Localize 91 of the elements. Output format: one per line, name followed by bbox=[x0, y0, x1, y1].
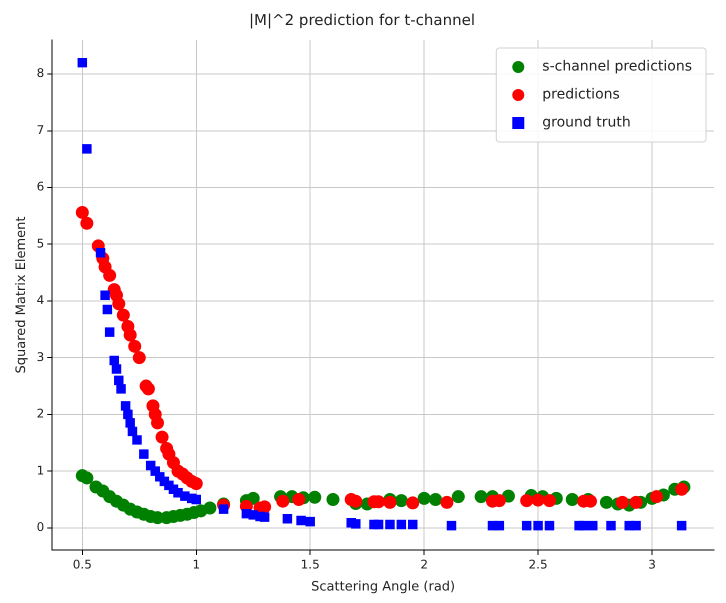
point bbox=[520, 494, 534, 508]
x-tick-label: 1 bbox=[192, 557, 200, 572]
point bbox=[394, 494, 408, 508]
y-tick-label: 2 bbox=[36, 406, 44, 421]
y-tick-label: 1 bbox=[36, 463, 44, 478]
y-tick-label: 7 bbox=[36, 122, 44, 137]
x-tick-label: 3 bbox=[648, 557, 656, 572]
point bbox=[396, 520, 406, 530]
point bbox=[385, 520, 395, 530]
point bbox=[142, 382, 155, 396]
point bbox=[112, 364, 122, 374]
point bbox=[100, 290, 110, 300]
point bbox=[650, 490, 664, 504]
point bbox=[123, 410, 133, 420]
point bbox=[542, 494, 556, 508]
point bbox=[452, 490, 465, 504]
point bbox=[192, 494, 201, 504]
point bbox=[440, 496, 454, 509]
point bbox=[578, 520, 588, 530]
x-tick-label: 2.5 bbox=[528, 557, 548, 572]
x-tick-label: 0.5 bbox=[72, 557, 92, 572]
point bbox=[326, 493, 340, 506]
point bbox=[676, 520, 686, 530]
point bbox=[139, 449, 149, 459]
point bbox=[616, 496, 629, 509]
y-tick-label: 4 bbox=[36, 293, 44, 308]
point bbox=[351, 519, 361, 529]
point bbox=[600, 496, 613, 509]
point bbox=[418, 492, 431, 505]
point bbox=[308, 490, 322, 504]
point bbox=[544, 520, 554, 530]
point bbox=[474, 490, 488, 504]
point bbox=[76, 206, 89, 219]
point bbox=[374, 520, 384, 530]
point bbox=[190, 477, 203, 490]
point bbox=[276, 494, 290, 508]
point bbox=[292, 493, 306, 506]
point bbox=[103, 268, 116, 282]
point bbox=[82, 144, 92, 154]
point bbox=[120, 401, 130, 411]
point bbox=[109, 356, 119, 366]
x-axis-title: Scattering Angle (rad) bbox=[311, 580, 456, 595]
point bbox=[128, 426, 138, 436]
point bbox=[282, 514, 292, 524]
point bbox=[128, 340, 142, 353]
chart-title: |M|^2 prediction for t-channel bbox=[249, 10, 475, 29]
point bbox=[566, 493, 579, 506]
point bbox=[96, 248, 106, 258]
point bbox=[429, 493, 442, 506]
y-tick-label: 5 bbox=[36, 236, 44, 250]
point bbox=[305, 516, 315, 526]
legend-label: ground truth bbox=[542, 114, 631, 131]
y-tick-label: 0 bbox=[36, 520, 44, 534]
x-tick-label: 1.5 bbox=[300, 557, 320, 572]
x-tick-label: 2 bbox=[420, 557, 428, 572]
point bbox=[116, 384, 126, 394]
point bbox=[112, 297, 126, 310]
point bbox=[631, 520, 641, 530]
point bbox=[80, 471, 94, 484]
point bbox=[151, 416, 164, 430]
point bbox=[125, 418, 135, 428]
point bbox=[102, 304, 112, 314]
y-tick-label: 3 bbox=[36, 350, 44, 364]
y-axis-title: Squared Matrix Element bbox=[14, 216, 30, 374]
point bbox=[446, 520, 456, 530]
legend-label: predictions bbox=[542, 86, 620, 103]
point bbox=[408, 520, 418, 530]
point bbox=[156, 430, 169, 444]
point bbox=[116, 308, 130, 322]
point bbox=[383, 496, 396, 509]
point bbox=[296, 516, 306, 526]
point bbox=[532, 494, 545, 507]
point bbox=[132, 435, 142, 445]
point bbox=[522, 520, 532, 530]
point bbox=[588, 520, 598, 530]
point bbox=[124, 328, 137, 342]
point bbox=[203, 502, 216, 515]
point bbox=[114, 376, 124, 386]
y-tick-label: 6 bbox=[36, 180, 44, 194]
point bbox=[606, 520, 616, 530]
point bbox=[494, 520, 504, 530]
point bbox=[78, 58, 88, 68]
point bbox=[132, 351, 146, 364]
point bbox=[260, 512, 270, 522]
point bbox=[406, 496, 420, 510]
point bbox=[630, 496, 643, 509]
point bbox=[533, 520, 543, 530]
legend-label: s-channel predictions bbox=[542, 58, 692, 75]
y-tick-label: 8 bbox=[36, 66, 44, 80]
point bbox=[80, 216, 94, 230]
point bbox=[104, 327, 114, 337]
